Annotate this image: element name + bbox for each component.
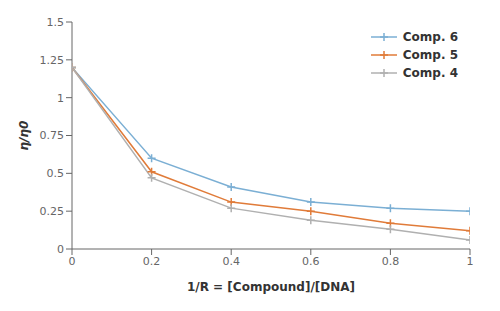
svg-text:η/η0: η/η0 — [17, 121, 31, 151]
svg-text:0.4: 0.4 — [222, 255, 240, 268]
svg-text:0.25: 0.25 — [40, 205, 65, 218]
html-text:Comp. 4: Comp. 4 — [402, 66, 458, 80]
svg-text:1: 1 — [467, 255, 474, 268]
html-text:Comp. 6: Comp. 6 — [402, 30, 458, 44]
svg-text:0: 0 — [57, 243, 64, 256]
svg-text:1.25: 1.25 — [40, 54, 65, 67]
svg-text:0.8: 0.8 — [382, 255, 400, 268]
html-text:Comp. 5: Comp. 5 — [402, 48, 458, 62]
svg-text:0.2: 0.2 — [143, 255, 161, 268]
svg-text:1: 1 — [57, 92, 64, 105]
svg-text:1/R = [Compound]/[DNA]: 1/R = [Compound]/[DNA] — [187, 280, 355, 294]
svg-text:0.6: 0.6 — [302, 255, 320, 268]
svg-text:0.5: 0.5 — [47, 167, 65, 180]
svg-text:1.5: 1.5 — [47, 16, 65, 29]
svg-text:0.75: 0.75 — [40, 129, 65, 142]
svg-text:0: 0 — [69, 255, 76, 268]
